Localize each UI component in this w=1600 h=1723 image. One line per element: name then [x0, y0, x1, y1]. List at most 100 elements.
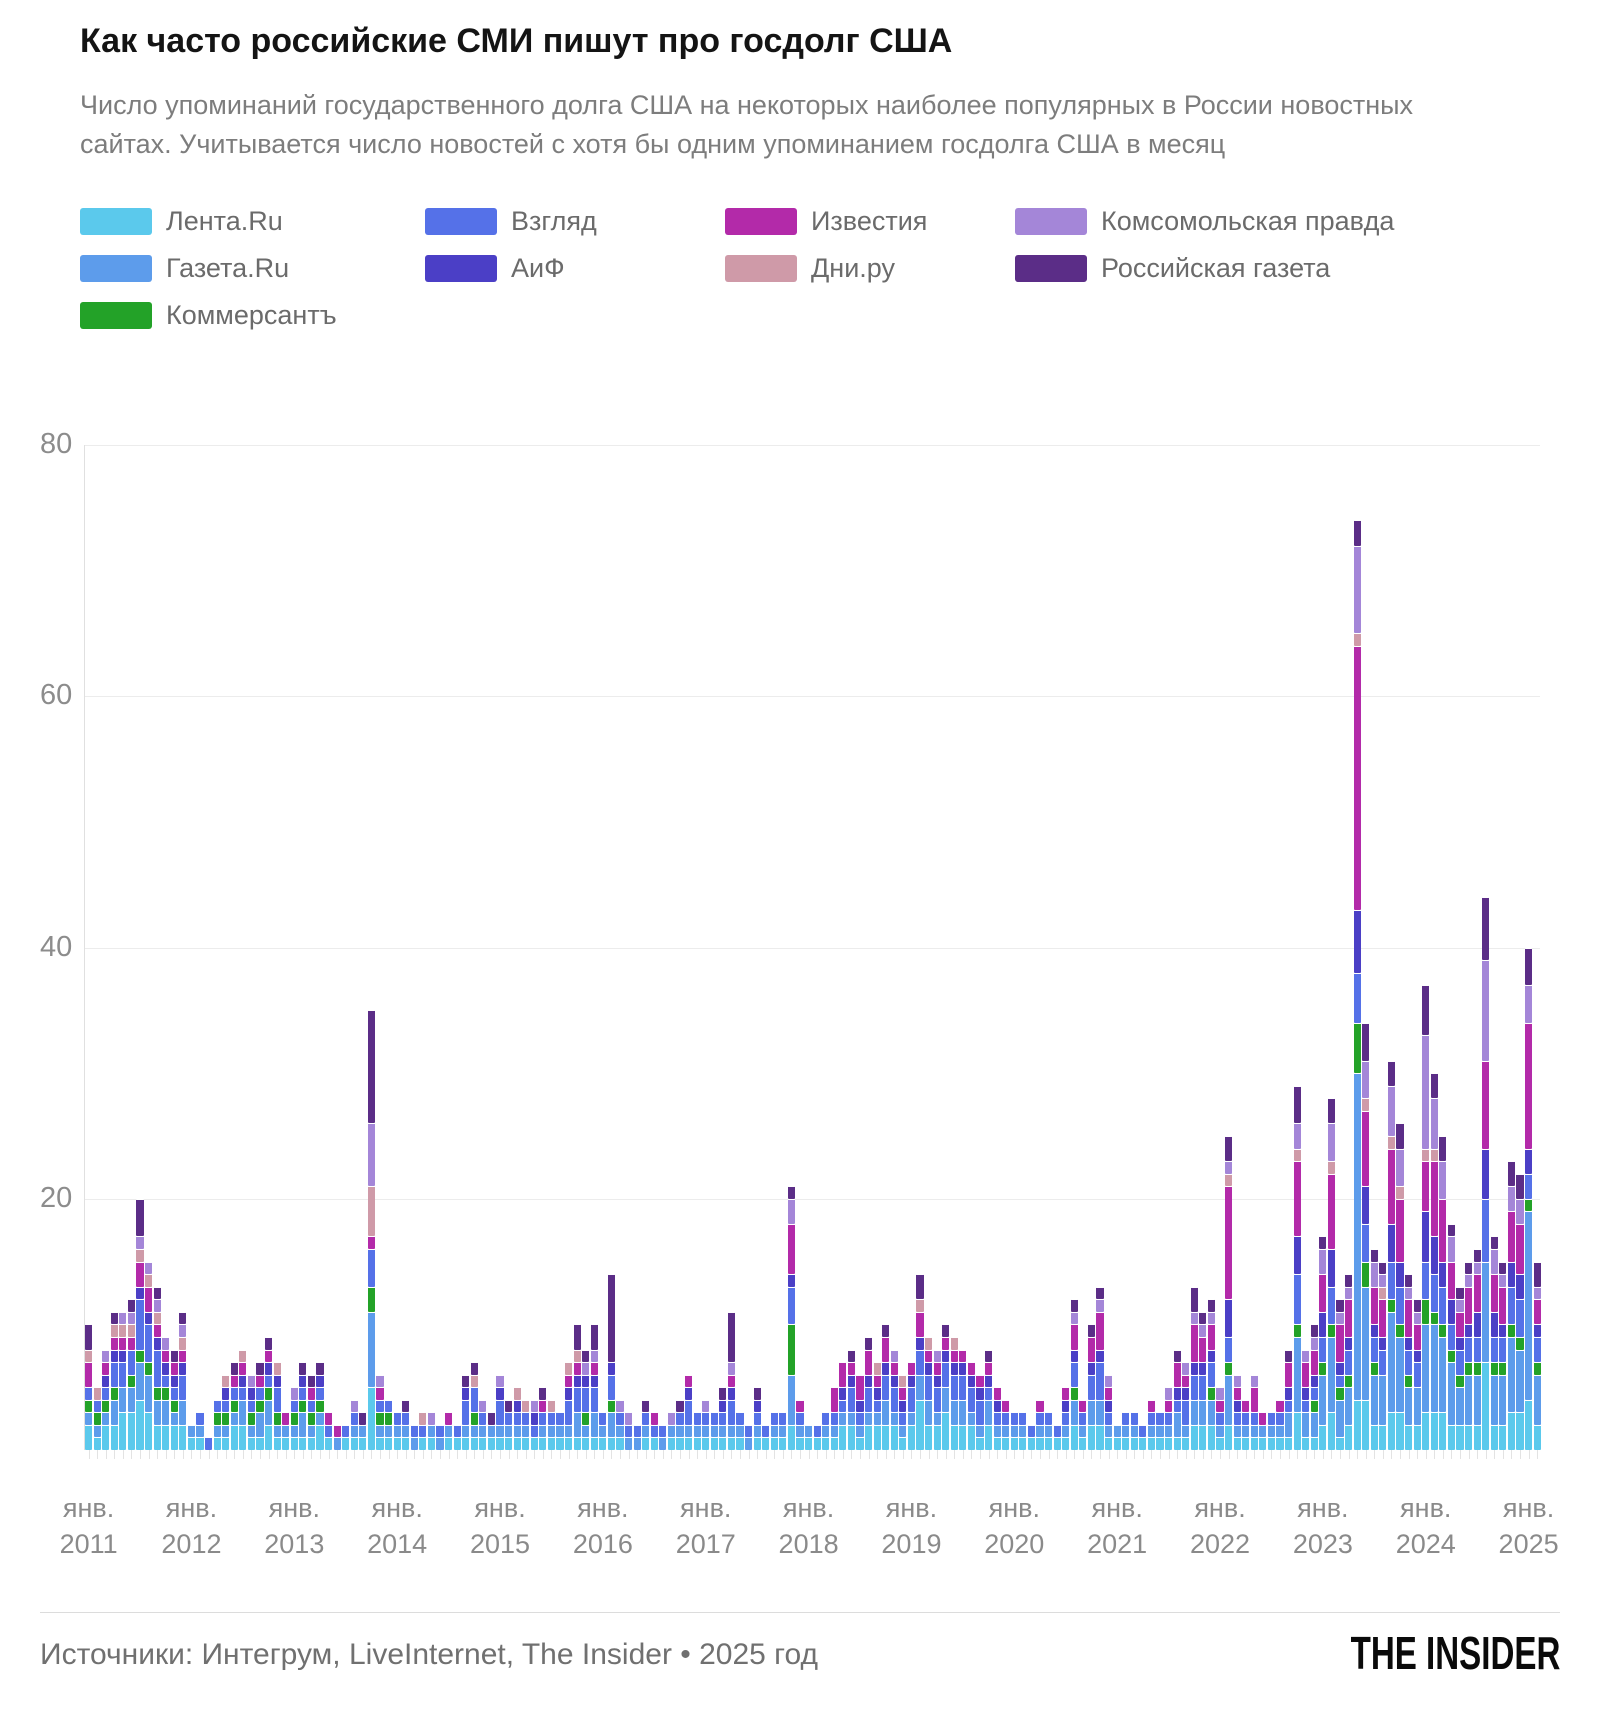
bar-stack [1482, 897, 1490, 1450]
bar-segment [976, 1374, 984, 1388]
bar-stack [470, 1362, 478, 1450]
bar-segment [1310, 1324, 1318, 1337]
month-tick [722, 1450, 724, 1459]
bar-segment [1524, 1173, 1533, 1199]
month-tick [885, 1450, 887, 1459]
bar-segment [1310, 1437, 1318, 1450]
x-tick-month: янв. [62, 1493, 115, 1523]
bar-segment [470, 1412, 478, 1425]
bar-segment [239, 1424, 247, 1450]
legend-swatch-icon [1015, 207, 1087, 235]
bar-segment [1284, 1412, 1293, 1438]
month-tick [1340, 1450, 1342, 1459]
bar-segment [1516, 1223, 1524, 1275]
bar-segment [1044, 1412, 1053, 1425]
bar-stack [110, 1311, 118, 1450]
bar-segment [933, 1387, 941, 1413]
bar-segment [1447, 1362, 1456, 1425]
bar-segment [1413, 1362, 1421, 1388]
bar-segment [1336, 1299, 1344, 1312]
bar-segment [436, 1437, 444, 1450]
bar-segment [504, 1424, 513, 1438]
bar-segment [1430, 1148, 1438, 1162]
bar-segment [496, 1374, 504, 1388]
bar-segment [967, 1412, 976, 1425]
bar-segment [196, 1437, 204, 1450]
bar-segment [1224, 1362, 1233, 1375]
bar-segment [1224, 1336, 1233, 1363]
x-tick-year: 2019 [881, 1528, 942, 1559]
bar-segment [1224, 1161, 1233, 1174]
bar-stack [1250, 1374, 1258, 1450]
month-tick [860, 1450, 862, 1459]
bar-segment [1207, 1311, 1216, 1325]
bar-stack [307, 1374, 316, 1450]
month-tick [414, 1450, 416, 1459]
bar-segment [513, 1387, 521, 1400]
legend-item: Взгляд [425, 206, 597, 236]
bar-segment [144, 1261, 153, 1275]
bar-segment [462, 1399, 470, 1425]
month-tick [362, 1450, 364, 1459]
bar-segment [213, 1399, 221, 1413]
bar-segment [787, 1198, 796, 1224]
bar-stack [933, 1349, 941, 1450]
bar-stack [942, 1324, 950, 1450]
bar-segment [1104, 1374, 1113, 1388]
bar-segment [1507, 1286, 1516, 1325]
bar-segment [787, 1223, 796, 1275]
x-tick-month: янв. [1297, 1493, 1349, 1523]
bar-stack [196, 1412, 204, 1450]
bar-segment [1190, 1286, 1198, 1312]
bar-segment [1284, 1349, 1293, 1363]
bar-stack [264, 1336, 273, 1450]
bar-segment [1070, 1299, 1078, 1312]
month-tick [1237, 1450, 1239, 1459]
month-tick [122, 1450, 124, 1459]
bar-segment [1362, 1186, 1370, 1224]
bar-segment [1267, 1412, 1276, 1425]
bar-segment [1327, 1161, 1336, 1174]
bar-segment [222, 1437, 230, 1450]
bar-segment [419, 1424, 427, 1438]
bar-segment [1070, 1399, 1078, 1425]
bar-segment [847, 1424, 856, 1450]
bar-segment [119, 1349, 127, 1363]
bar-segment [1147, 1437, 1156, 1450]
bar-segment [984, 1424, 993, 1450]
bar-segment [1310, 1336, 1318, 1350]
bar-segment [1224, 1135, 1233, 1162]
bar-segment [144, 1412, 153, 1450]
month-tick [508, 1450, 510, 1459]
bar-segment [1353, 1022, 1361, 1074]
bar-stack [616, 1399, 624, 1450]
bar-segment [153, 1311, 161, 1325]
month-tick [405, 1450, 407, 1459]
bar-segment [599, 1437, 607, 1450]
bar-segment [1036, 1399, 1044, 1413]
legend-label: Коммерсантъ [166, 299, 337, 330]
bar-segment [1019, 1424, 1027, 1438]
bar-stack [1233, 1374, 1241, 1450]
bar-segment [470, 1437, 478, 1450]
bar-segment [1156, 1424, 1164, 1438]
month-tick [268, 1450, 270, 1459]
bar-segment [590, 1387, 598, 1413]
bar-segment [1439, 1336, 1447, 1413]
bar-segment [762, 1424, 770, 1438]
bar-segment [770, 1424, 778, 1438]
bar-stack [410, 1424, 418, 1450]
the-insider-logo: THE INSIDER [1350, 1627, 1560, 1679]
bar-segment [110, 1399, 118, 1425]
bar-segment [1490, 1362, 1498, 1375]
bar-segment [1302, 1399, 1310, 1413]
bar-stack [153, 1286, 161, 1450]
bar-segment [924, 1399, 933, 1425]
bar-segment [1156, 1412, 1164, 1425]
bar-segment [804, 1424, 813, 1438]
month-tick [1322, 1450, 1324, 1459]
bar-segment [1362, 1022, 1370, 1061]
bar-segment [1293, 1336, 1301, 1413]
bar-segment [1447, 1424, 1456, 1450]
bar-segment [1336, 1399, 1344, 1438]
